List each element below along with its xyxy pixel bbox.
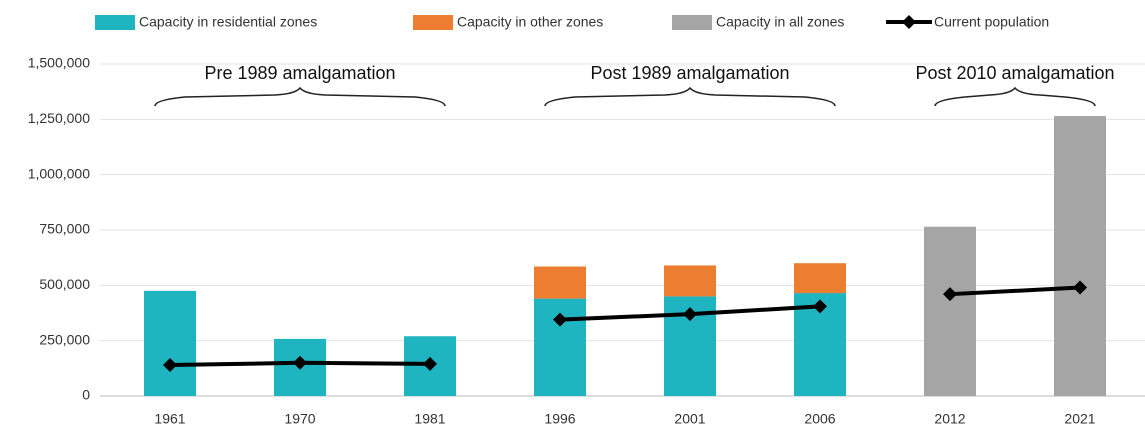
population-marker <box>293 355 307 370</box>
bar <box>664 265 716 297</box>
bar <box>794 263 846 294</box>
y-tick-label: 750,000 <box>39 221 90 237</box>
y-tick-label: 500,000 <box>39 276 90 292</box>
y-tick-label: 250,000 <box>39 331 90 347</box>
annotation: Post 1989 amalgamation <box>590 63 789 83</box>
x-tick-label: 1996 <box>544 411 575 427</box>
legend-marker <box>902 15 916 29</box>
bar <box>1054 116 1106 396</box>
x-tick-label: 2001 <box>674 411 705 427</box>
legend-label: Current population <box>934 14 1049 30</box>
x-tick-label: 1961 <box>154 411 185 427</box>
legend-label: Capacity in all zones <box>716 14 844 30</box>
bar <box>534 266 586 299</box>
x-tick-label: 1981 <box>414 411 445 427</box>
x-tick-label: 2012 <box>934 411 965 427</box>
bar <box>144 290 196 396</box>
x-tick-label: 2006 <box>804 411 835 427</box>
population-marker <box>683 307 697 322</box>
population-marker <box>423 356 437 371</box>
population-marker <box>163 358 177 373</box>
y-tick-label: 1,000,000 <box>28 165 90 181</box>
y-tick-label: 1,250,000 <box>28 110 90 126</box>
population-marker <box>943 287 957 302</box>
y-tick-label: 0 <box>82 387 90 403</box>
annotation: Pre 1989 amalgamation <box>204 63 395 83</box>
legend-swatch <box>672 15 712 30</box>
legend-label: Capacity in residential zones <box>139 14 317 30</box>
bar <box>924 226 976 396</box>
y-tick-label: 1,500,000 <box>28 55 90 71</box>
x-tick-label: 2021 <box>1064 411 1095 427</box>
annotation: Post 2010 amalgamation <box>915 63 1114 83</box>
population-marker <box>1073 280 1087 295</box>
population-marker <box>553 312 567 327</box>
brace <box>934 86 1096 107</box>
population-line <box>949 285 1081 297</box>
legend-label: Capacity in other zones <box>457 14 603 30</box>
brace <box>154 86 446 107</box>
population-marker <box>813 299 827 314</box>
x-tick-label: 1970 <box>284 411 315 427</box>
brace <box>544 86 836 107</box>
legend-swatch <box>413 15 453 30</box>
legend-swatch <box>95 15 135 30</box>
